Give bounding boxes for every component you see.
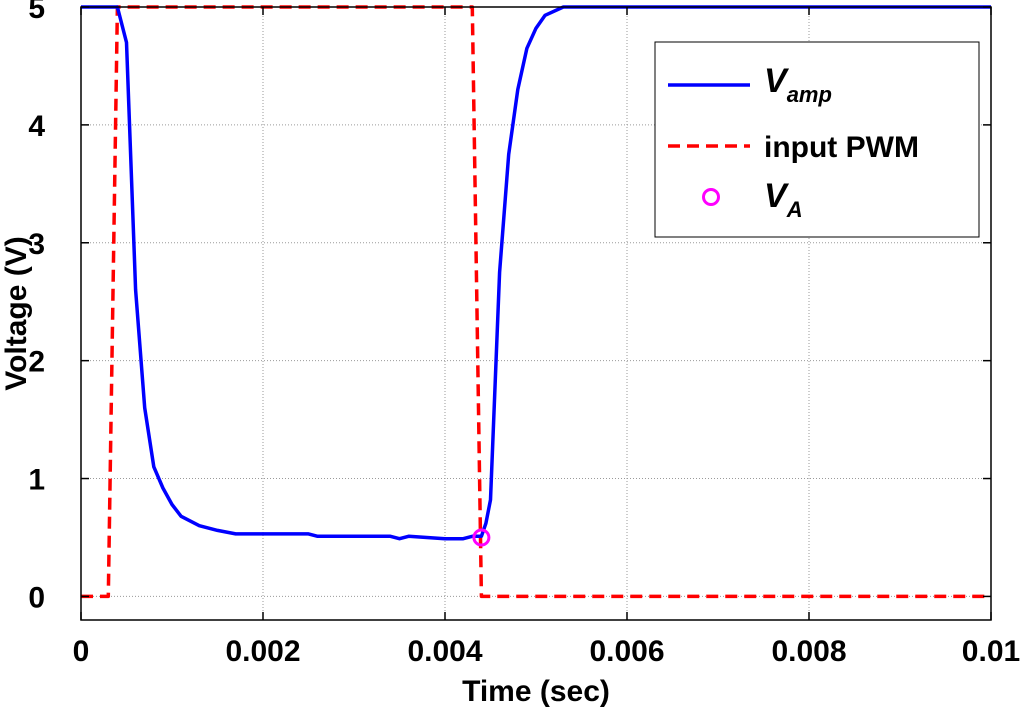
y-tick-label: 4: [28, 110, 45, 143]
legend-label-vamp-sub: amp: [787, 82, 832, 107]
series-va-marker: [472, 528, 491, 547]
x-tick-label: 0.01: [962, 635, 1020, 668]
legend-label-va-sub: A: [786, 197, 803, 222]
legend-label-input-pwm: input PWM: [764, 131, 919, 164]
series-layer: [81, 5, 991, 599]
y-axis-label: Voltage (V): [0, 236, 33, 390]
legend-label-vamp-main: V: [764, 62, 790, 100]
y-tick-label: 3: [28, 228, 45, 261]
legend-swatch-va: [702, 188, 720, 206]
legend-label-vamp: Vamp: [764, 62, 832, 107]
plot-area-frame: [80, 6, 992, 621]
x-axis-label: Time (sec): [462, 675, 610, 708]
x-tick-label: 0.006: [589, 635, 664, 668]
legend-label-va-main: V: [764, 177, 790, 215]
y-tick-label: 2: [28, 346, 45, 379]
x-tick-label: 0.008: [771, 635, 846, 668]
y-tick-label: 0: [28, 581, 45, 614]
legend: Vamp input PWM VA: [654, 41, 980, 238]
y-tick-label: 5: [28, 0, 45, 25]
y-tick-label: 1: [28, 464, 45, 497]
series-vamp-line: [81, 5, 991, 541]
x-tick-label: 0.004: [407, 635, 482, 668]
axis-ticks: 0 0.002 0.004 0.006 0.008 0.01 0 1 2 3 4 5: [28, 0, 1020, 668]
legend-label-va: VA: [764, 177, 803, 222]
x-tick-label: 0: [73, 635, 90, 668]
series-input-pwm-line: [81, 5, 991, 599]
x-tick-label: 0.002: [225, 635, 300, 668]
